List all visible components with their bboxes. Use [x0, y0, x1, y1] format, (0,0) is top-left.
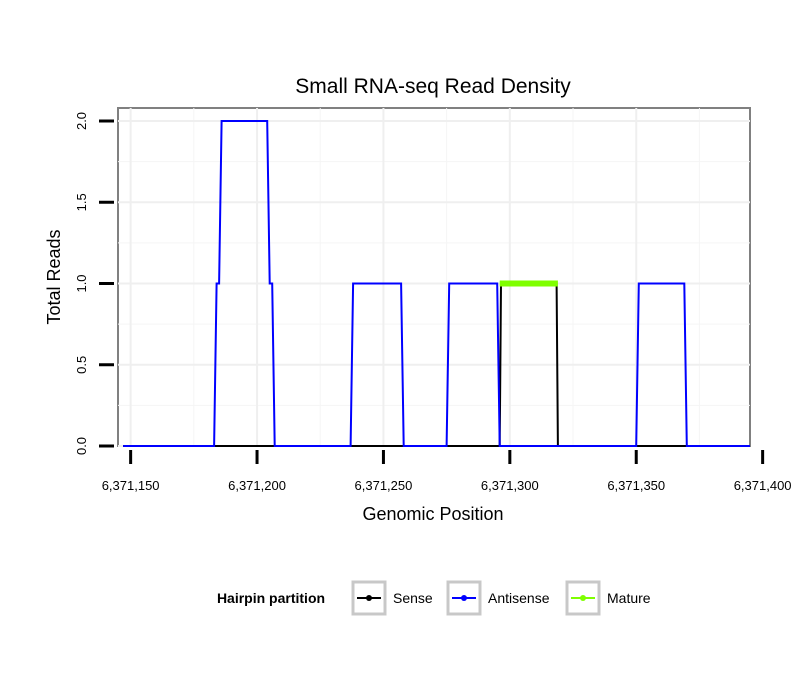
y-tick-label: 2.0 — [74, 112, 89, 130]
legend: Hairpin partition Sense Antisense Mature — [217, 580, 651, 616]
x-tick-label: 6,371,400 — [734, 478, 792, 493]
y-axis-title: Total Reads — [44, 229, 64, 324]
legend-label-antisense: Antisense — [488, 590, 550, 606]
y-tick-label: 1.5 — [74, 193, 89, 211]
series-line-antisense — [123, 120, 750, 447]
series-group — [123, 120, 750, 447]
axes: 6,371,150 6,371,200 6,371,250 6,371,300 6,37… — [74, 112, 792, 493]
legend-item-mature: Mature — [565, 580, 651, 616]
chart-title: Small RNA-seq Read Density — [295, 75, 571, 98]
x-tick-label: 6,371,350 — [607, 478, 665, 493]
x-axis-title: Genomic Position — [362, 504, 503, 524]
x-tick-label: 6,371,200 — [228, 478, 286, 493]
legend-item-antisense: Antisense — [446, 580, 550, 616]
legend-item-sense: Sense — [351, 580, 433, 616]
legend-point-antisense — [461, 595, 467, 601]
legend-title: Hairpin partition — [217, 590, 325, 606]
legend-label-sense: Sense — [393, 590, 433, 606]
legend-point-sense — [366, 595, 372, 601]
y-tick-label: 1.0 — [74, 274, 89, 292]
x-tick-label: 6,371,150 — [102, 478, 160, 493]
y-tick-label: 0.5 — [74, 356, 89, 374]
x-tick-label: 6,371,300 — [481, 478, 539, 493]
x-tick-label: 6,371,250 — [355, 478, 413, 493]
legend-label-mature: Mature — [607, 590, 651, 606]
grid — [118, 108, 750, 447]
y-tick-label: 0.0 — [74, 437, 89, 455]
plot-panel — [117, 107, 751, 447]
legend-point-mature — [580, 595, 586, 601]
